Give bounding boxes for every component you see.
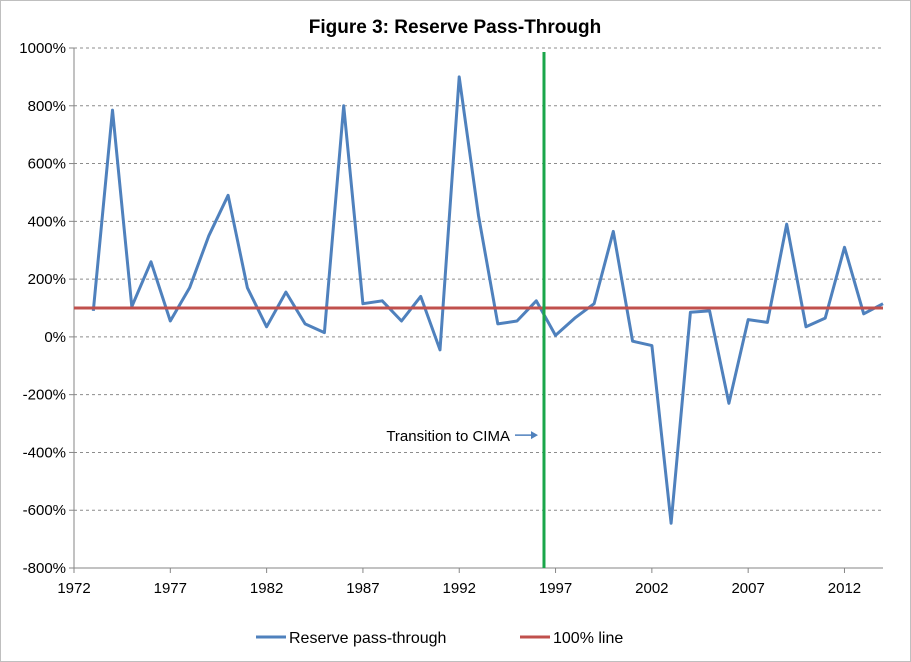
legend: Reserve pass-through 100% line [256, 630, 623, 647]
x-tick-label: 1987 [346, 580, 379, 597]
y-tick-label: -600% [23, 502, 66, 519]
y-tick-label: 600% [28, 156, 66, 173]
reserve-pass-through-line [91, 75, 884, 525]
y-tick-label: 800% [28, 98, 66, 115]
x-tick-label: 2007 [731, 580, 764, 597]
x-tick-label: 1977 [154, 580, 187, 597]
plot-area: Transition to CIMA [74, 52, 884, 568]
y-tick-label: 0% [44, 329, 66, 346]
y-tick-label: -800% [23, 560, 66, 577]
x-tick-label: 1997 [539, 580, 572, 597]
x-tick-label: 2002 [635, 580, 668, 597]
y-tick-label: 400% [28, 213, 66, 230]
annotation-label: Transition to CIMA [386, 428, 510, 445]
x-tick-label: 1992 [443, 580, 476, 597]
annotation-arrowhead [530, 431, 538, 440]
y-tick-label: -400% [23, 444, 66, 461]
x-tick-label: 1972 [57, 580, 90, 597]
legend-label-100-line: 100% line [553, 630, 623, 647]
y-tick-label: 200% [28, 271, 66, 288]
x-tick-label: 1982 [250, 580, 283, 597]
y-tick-label: 1000% [19, 40, 66, 57]
chart-title: Figure 3: Reserve Pass-Through [309, 17, 601, 38]
y-tick-label: -200% [23, 387, 66, 404]
x-tick-label: 2012 [828, 580, 861, 597]
gridlines [69, 47, 883, 573]
x-axis-ticks: 1972 1977 1982 1987 1992 1997 2002 2007 2012 [57, 580, 861, 597]
y-axis-ticks: 1000% 800% 600% 400% 200% 0% -200% -400% -600% -8… [19, 40, 66, 577]
legend-label-reserve-pass-through: Reserve pass-through [289, 630, 446, 647]
